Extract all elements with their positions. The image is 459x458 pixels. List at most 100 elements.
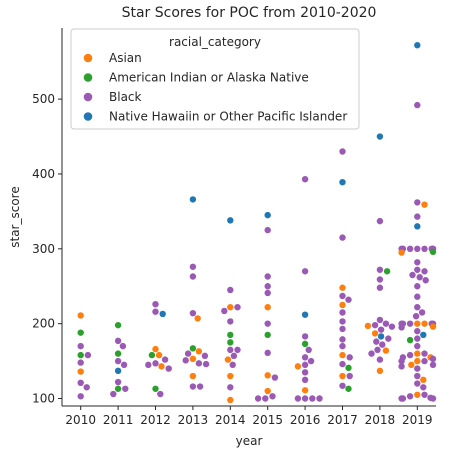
data-point-black <box>264 289 271 297</box>
data-point-black <box>301 361 309 369</box>
chart-title: Star Scores for POC from 2010-2020 <box>122 5 377 21</box>
data-point-asian <box>152 345 159 353</box>
data-point-black <box>376 316 384 324</box>
data-point-black <box>264 320 271 327</box>
data-point-black <box>414 213 421 220</box>
data-point-asian <box>382 347 390 354</box>
data-point-asian <box>77 368 84 375</box>
data-point-black <box>379 341 386 348</box>
data-point-black <box>271 374 279 381</box>
data-point-black <box>414 245 421 253</box>
data-point-black <box>414 293 421 300</box>
data-point-black <box>316 395 323 402</box>
y-tick-label: 300 <box>32 242 55 256</box>
data-point-asian <box>264 304 271 311</box>
data-point-black <box>301 369 309 376</box>
legend-marker-aian <box>83 73 93 82</box>
data-point-black <box>77 342 84 350</box>
data-point-black <box>157 390 164 398</box>
data-point-black <box>145 361 152 369</box>
data-point-aian <box>345 385 352 392</box>
data-point-black <box>114 378 122 386</box>
x-tick-label: 2015 <box>252 413 283 427</box>
data-point-aian <box>77 351 84 359</box>
data-point-aian <box>77 329 84 336</box>
data-point-black <box>368 350 375 357</box>
data-point-black <box>421 357 428 365</box>
data-point-asian <box>421 201 428 208</box>
data-point-black <box>227 346 234 354</box>
data-point-nhpi <box>227 217 234 224</box>
data-point-nhpi <box>414 42 421 49</box>
data-point-asian <box>77 312 84 319</box>
data-point-aian <box>264 331 271 339</box>
data-point-black <box>196 383 204 390</box>
data-point-asian <box>414 391 421 398</box>
data-point-asian <box>227 396 234 404</box>
data-point-black <box>227 384 234 391</box>
data-point-black <box>373 338 380 345</box>
y-tick-label: 400 <box>32 167 55 181</box>
x-tick-label: 2013 <box>178 413 209 427</box>
data-point-aian <box>301 340 309 348</box>
data-point-aian <box>406 336 414 344</box>
data-point-black <box>409 271 416 279</box>
data-point-black <box>83 384 90 391</box>
legend-marker-asian <box>83 53 93 63</box>
axes: 100 200 300 400 500 2010 2011 2012 2013 2014 2015 2… <box>32 28 436 427</box>
data-point-black <box>309 395 316 402</box>
data-point-black <box>301 333 309 340</box>
data-point-black <box>301 395 309 402</box>
data-point-asian <box>264 372 271 379</box>
legend-label-asian: Asian <box>109 51 142 65</box>
data-point-asian <box>339 301 346 309</box>
data-point-nhpi <box>159 310 166 318</box>
data-point-asian <box>224 356 232 363</box>
x-tick-label: 2018 <box>365 413 396 427</box>
data-point-black <box>189 383 197 390</box>
data-point-asian <box>398 249 405 256</box>
data-point-asian <box>421 320 428 327</box>
data-point-black <box>346 372 353 380</box>
data-point-asian <box>227 304 234 311</box>
data-point-black <box>376 217 384 225</box>
data-point-aian <box>429 248 437 256</box>
data-point-black <box>165 365 172 372</box>
data-point-black <box>152 360 159 367</box>
data-point-black <box>339 318 346 325</box>
data-point-black <box>229 361 236 369</box>
data-point-aian <box>148 351 156 359</box>
data-point-black <box>422 277 429 284</box>
data-point-black <box>406 320 414 327</box>
data-point-black <box>416 274 423 281</box>
data-point-black <box>114 357 122 365</box>
data-point-asian <box>420 376 427 383</box>
legend-frame <box>70 28 360 130</box>
data-point-black <box>382 320 390 327</box>
data-point-black <box>385 335 392 342</box>
data-point-black <box>189 309 197 317</box>
data-point-black <box>377 326 385 333</box>
data-point-black <box>376 266 384 273</box>
data-point-aian <box>114 385 122 392</box>
data-point-black <box>264 226 271 234</box>
data-point-black <box>414 304 421 311</box>
data-point-black <box>388 323 396 330</box>
data-point-black <box>234 304 241 311</box>
data-point-black <box>202 360 210 368</box>
data-point-black <box>339 382 346 389</box>
data-point-black <box>119 342 127 350</box>
data-point-black <box>161 356 169 363</box>
data-point-black <box>414 365 421 372</box>
data-point-asian <box>414 357 421 365</box>
data-point-asian <box>339 284 346 291</box>
data-point-asian <box>158 363 165 370</box>
data-point-black <box>420 384 427 391</box>
data-point-black <box>195 360 203 367</box>
y-axis-label: star_score <box>8 186 22 248</box>
data-point-black <box>114 337 122 345</box>
data-point-black <box>414 199 421 206</box>
data-point-nhpi <box>339 178 346 186</box>
